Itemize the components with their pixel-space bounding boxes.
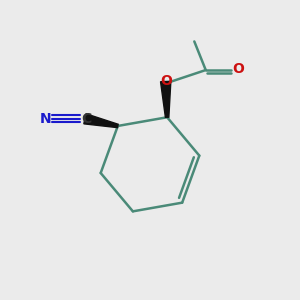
Text: N: N xyxy=(40,112,52,126)
Text: O: O xyxy=(160,74,172,88)
Polygon shape xyxy=(160,81,171,117)
Text: O: O xyxy=(232,62,244,76)
Text: C: C xyxy=(81,112,92,126)
Polygon shape xyxy=(84,114,118,128)
